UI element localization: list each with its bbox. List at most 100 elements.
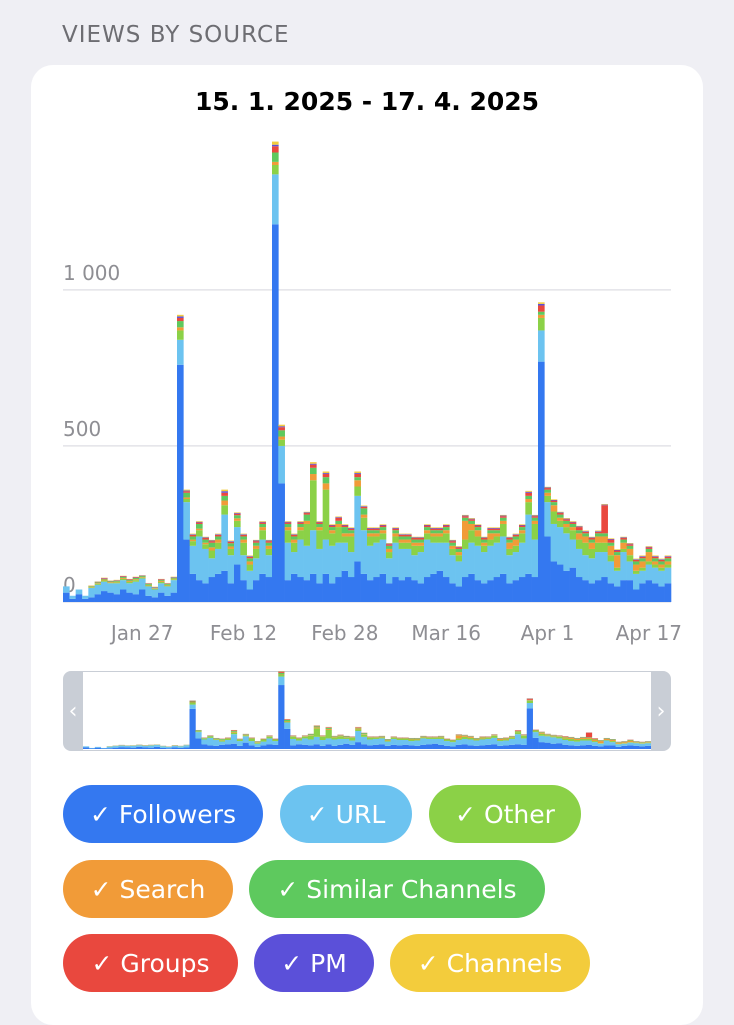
bar-segment-search[interactable]	[107, 582, 114, 583]
bar-segment-similar-channels[interactable]	[551, 502, 558, 505]
bar-segment-search[interactable]	[614, 555, 621, 567]
bar-segment-url[interactable]	[234, 527, 241, 564]
bar-segment-other[interactable]	[411, 546, 418, 555]
bar-segment-other[interactable]	[570, 530, 577, 539]
bar-segment-pm[interactable]	[551, 500, 558, 501]
bar-segment-other[interactable]	[171, 579, 178, 580]
bar-segment-other[interactable]	[234, 521, 241, 527]
bar-segment-channels[interactable]	[437, 527, 444, 528]
bar-segment-followers[interactable]	[278, 483, 285, 602]
bar-segment-followers[interactable]	[88, 597, 95, 602]
bar-segment-followers[interactable]	[665, 583, 672, 602]
bar-segment-pm[interactable]	[342, 525, 349, 526]
bar-segment-followers[interactable]	[411, 580, 418, 602]
bar-segment-channels[interactable]	[323, 472, 330, 474]
bar-segment-similar-channels[interactable]	[494, 530, 501, 533]
bar-segment-groups[interactable]	[209, 541, 216, 543]
bar-segment-other[interactable]	[456, 555, 463, 561]
bar-segment-channels[interactable]	[183, 490, 190, 491]
bar-segment-similar-channels[interactable]	[513, 536, 520, 539]
bar-segment-groups[interactable]	[342, 526, 349, 528]
bar-segment-other[interactable]	[665, 565, 672, 568]
bar-segment-pm[interactable]	[380, 525, 387, 526]
bar-segment-other[interactable]	[601, 543, 608, 552]
bar-segment-pm[interactable]	[196, 522, 203, 523]
bar-segment-followers[interactable]	[158, 593, 165, 602]
bar-segment-channels[interactable]	[443, 524, 450, 525]
bar-segment-other[interactable]	[424, 533, 431, 539]
bar-segment-groups[interactable]	[177, 318, 184, 321]
bar-segment-channels[interactable]	[481, 537, 488, 538]
bar-segment-followers[interactable]	[266, 577, 273, 602]
bar-segment-channels[interactable]	[266, 540, 273, 541]
bar-segment-similar-channels[interactable]	[380, 527, 387, 530]
bar-segment-groups[interactable]	[500, 516, 507, 518]
bar-segment-other[interactable]	[139, 578, 146, 579]
navigator-left-handle[interactable]: ‹	[63, 671, 83, 751]
bar-segment-groups[interactable]	[304, 513, 311, 515]
bar-segment-groups[interactable]	[468, 519, 475, 521]
bar-segment-similar-channels[interactable]	[114, 581, 121, 582]
bar-segment-pm[interactable]	[386, 544, 393, 545]
bar-segment-followers[interactable]	[386, 583, 393, 602]
bar-segment-url[interactable]	[538, 330, 545, 361]
range-navigator[interactable]: ‹ ›	[63, 671, 671, 751]
bar-segment-url[interactable]	[361, 530, 368, 574]
bar-segment-groups[interactable]	[576, 527, 583, 530]
bar-segment-search[interactable]	[285, 527, 292, 530]
bar-segment-search[interactable]	[665, 561, 672, 564]
bar-segment-similar-channels[interactable]	[544, 490, 551, 493]
bar-segment-followers[interactable]	[595, 580, 602, 602]
bar-segment-similar-channels[interactable]	[449, 543, 456, 546]
bar-segment-groups[interactable]	[487, 529, 494, 531]
bar-segment-url[interactable]	[240, 555, 247, 580]
bar-segment-other[interactable]	[462, 540, 469, 549]
bar-segment-similar-channels[interactable]	[228, 543, 235, 546]
bar-segment-url[interactable]	[171, 580, 178, 592]
bar-segment-search[interactable]	[430, 533, 437, 536]
bar-segment-other[interactable]	[95, 584, 102, 585]
bar-segment-similar-channels[interactable]	[443, 527, 450, 530]
bar-segment-search[interactable]	[513, 540, 520, 546]
bar-segment-search[interactable]	[361, 515, 368, 518]
bar-segment-other[interactable]	[557, 521, 564, 527]
bar-segment-followers[interactable]	[316, 583, 323, 602]
bar-segment-similar-channels[interactable]	[487, 530, 494, 533]
bar-segment-other[interactable]	[608, 555, 615, 561]
bar-segment-search[interactable]	[221, 501, 228, 506]
bar-segment-other[interactable]	[620, 549, 627, 552]
bar-segment-channels[interactable]	[202, 537, 209, 538]
chip-similar-channels[interactable]: ✓ Similar Channels	[249, 860, 545, 918]
bar-segment-search[interactable]	[158, 581, 165, 582]
bar-segment-similar-channels[interactable]	[190, 536, 197, 539]
bar-segment-groups[interactable]	[266, 541, 273, 543]
bar-segment-groups[interactable]	[652, 557, 659, 559]
bar-segment-followers[interactable]	[658, 586, 665, 602]
bar-segment-similar-channels[interactable]	[247, 558, 254, 561]
bar-segment-similar-channels[interactable]	[291, 536, 298, 539]
bar-segment-url[interactable]	[462, 549, 469, 577]
bar-segment-similar-channels[interactable]	[595, 533, 602, 536]
bar-segment-pm[interactable]	[259, 522, 266, 523]
bar-segment-followers[interactable]	[101, 591, 108, 602]
bar-segment-groups[interactable]	[544, 488, 551, 490]
bar-segment-other[interactable]	[190, 541, 197, 546]
bar-segment-followers[interactable]	[228, 583, 235, 602]
bar-segment-followers[interactable]	[240, 580, 247, 602]
bar-segment-followers[interactable]	[589, 583, 596, 602]
bar-segment-search[interactable]	[494, 533, 501, 536]
bar-segment-search[interactable]	[335, 524, 342, 527]
bar-segment-url[interactable]	[228, 555, 235, 583]
bar-segment-search[interactable]	[88, 587, 95, 588]
bar-segment-followers[interactable]	[468, 574, 475, 602]
bar-segment-groups[interactable]	[589, 538, 596, 540]
bar-segment-url[interactable]	[316, 549, 323, 583]
bar-segment-groups[interactable]	[519, 526, 526, 528]
bar-segment-similar-channels[interactable]	[266, 543, 273, 546]
bar-segment-followers[interactable]	[367, 580, 374, 602]
bar-segment-groups[interactable]	[475, 526, 482, 528]
bar-segment-channels[interactable]	[570, 521, 577, 522]
bar-segment-channels[interactable]	[639, 555, 646, 556]
bar-segment-channels[interactable]	[487, 527, 494, 528]
bar-segment-followers[interactable]	[582, 580, 589, 602]
